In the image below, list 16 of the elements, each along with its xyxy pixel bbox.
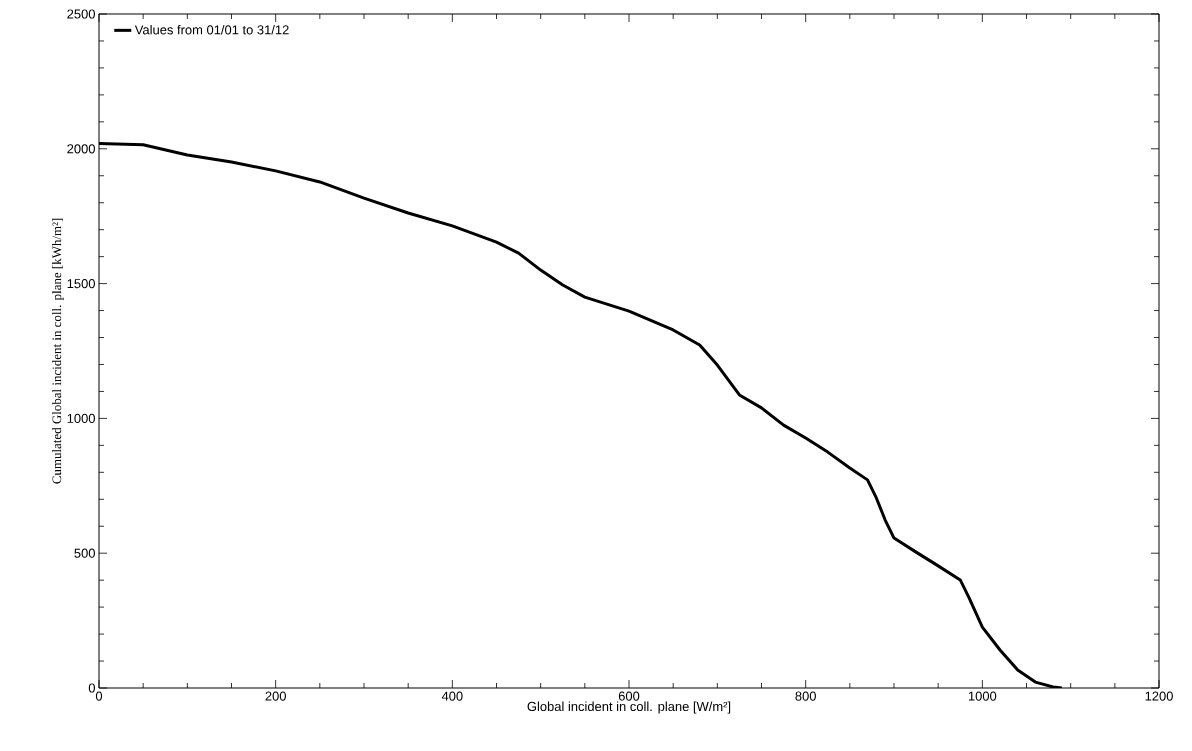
x-tick-label: 0 (95, 691, 103, 701)
y-tick-label: 2500 (67, 9, 95, 19)
x-tick-label: 800 (795, 691, 816, 701)
x-axis-title: Global incident in coll. plane [W/m²] (527, 701, 731, 714)
y-tick-label: 0 (88, 683, 95, 693)
x-tick-label: 200 (265, 691, 286, 701)
y-tick-label: 500 (74, 548, 95, 558)
y-tick-label: 2000 (67, 144, 95, 154)
y-axis-title: Cumulated Global incident in coll. plane [kWh/m²] (52, 218, 64, 484)
x-tick-label: 400 (441, 691, 463, 701)
x-tick-label: 1200 (1145, 691, 1173, 701)
legend-label: Values from 01/01 to 31/12 (134, 24, 289, 35)
y-tick-label: 1500 (67, 279, 95, 289)
y-tick-label: 1000 (67, 413, 95, 423)
x-tick-label: 600 (618, 691, 640, 701)
x-tick-label: 1000 (968, 691, 997, 701)
